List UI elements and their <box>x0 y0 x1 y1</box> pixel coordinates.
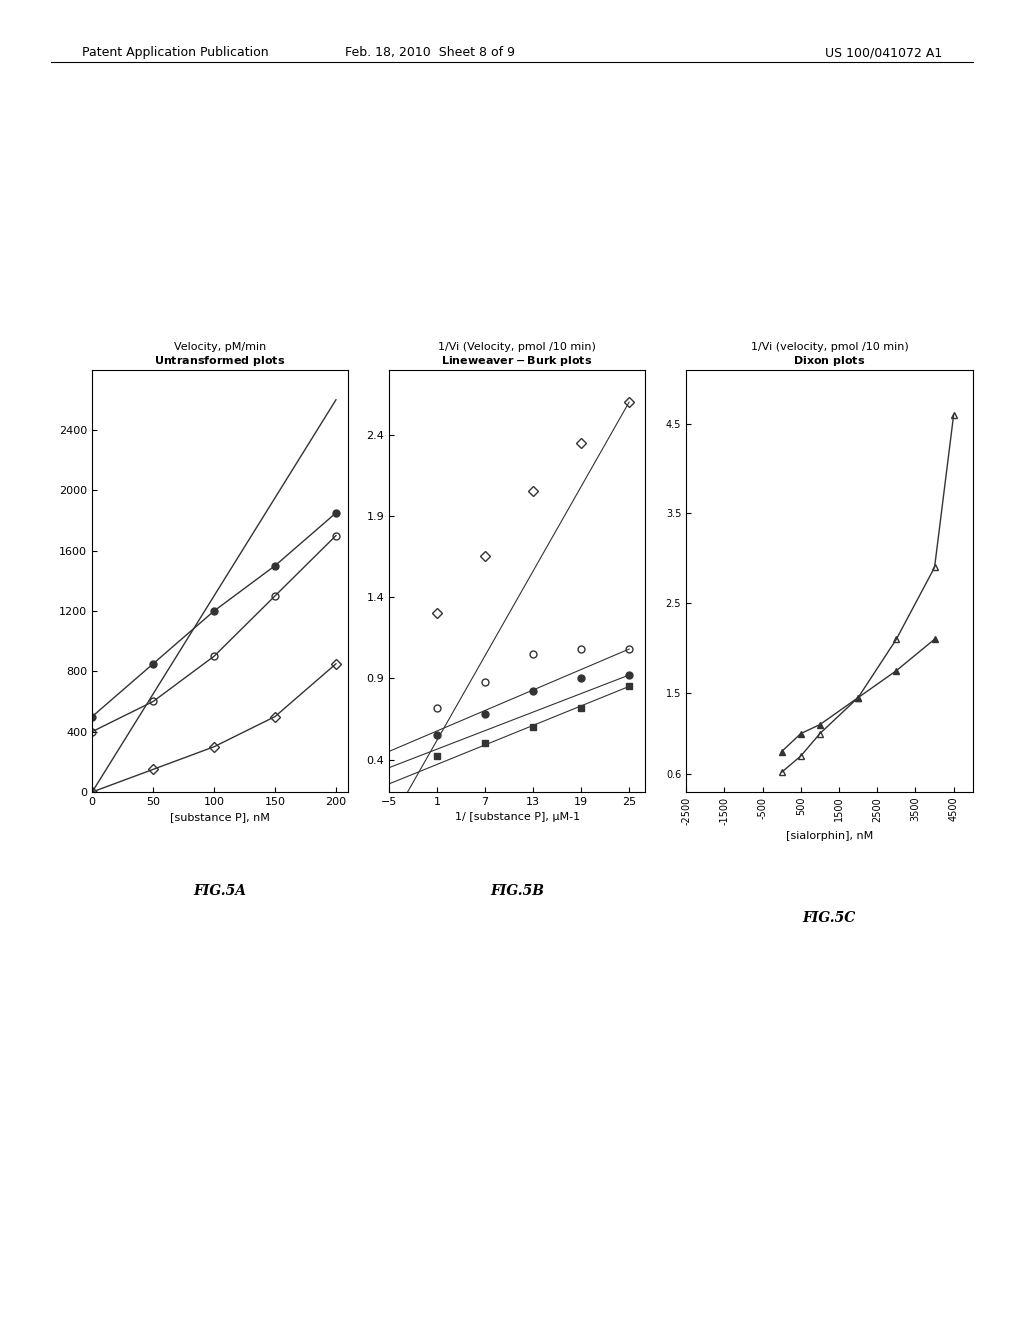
Text: Feb. 18, 2010  Sheet 8 of 9: Feb. 18, 2010 Sheet 8 of 9 <box>345 46 515 59</box>
Title: 1/Vi (velocity, pmol /10 min)
$\bf{Dixon\ plots}$: 1/Vi (velocity, pmol /10 min) $\bf{Dixon… <box>751 342 908 368</box>
Text: Patent Application Publication: Patent Application Publication <box>82 46 268 59</box>
Text: FIG.5B: FIG.5B <box>490 884 544 899</box>
X-axis label: [sialorphin], nM: [sialorphin], nM <box>785 830 873 841</box>
Text: FIG.5C: FIG.5C <box>803 911 856 925</box>
Title: Velocity, pM/min
$\bf{Untransformed\ plots}$: Velocity, pM/min $\bf{Untransformed\ plo… <box>155 342 286 368</box>
Text: US 100/041072 A1: US 100/041072 A1 <box>824 46 942 59</box>
X-axis label: [substance P], nM: [substance P], nM <box>170 812 270 822</box>
Text: FIG.5A: FIG.5A <box>194 884 247 899</box>
Title: 1/Vi (Velocity, pmol /10 min)
$\bf{Lineweaver-Burk\ plots}$: 1/Vi (Velocity, pmol /10 min) $\bf{Linew… <box>438 342 596 368</box>
X-axis label: 1/ [substance P], μM-1: 1/ [substance P], μM-1 <box>455 812 580 822</box>
